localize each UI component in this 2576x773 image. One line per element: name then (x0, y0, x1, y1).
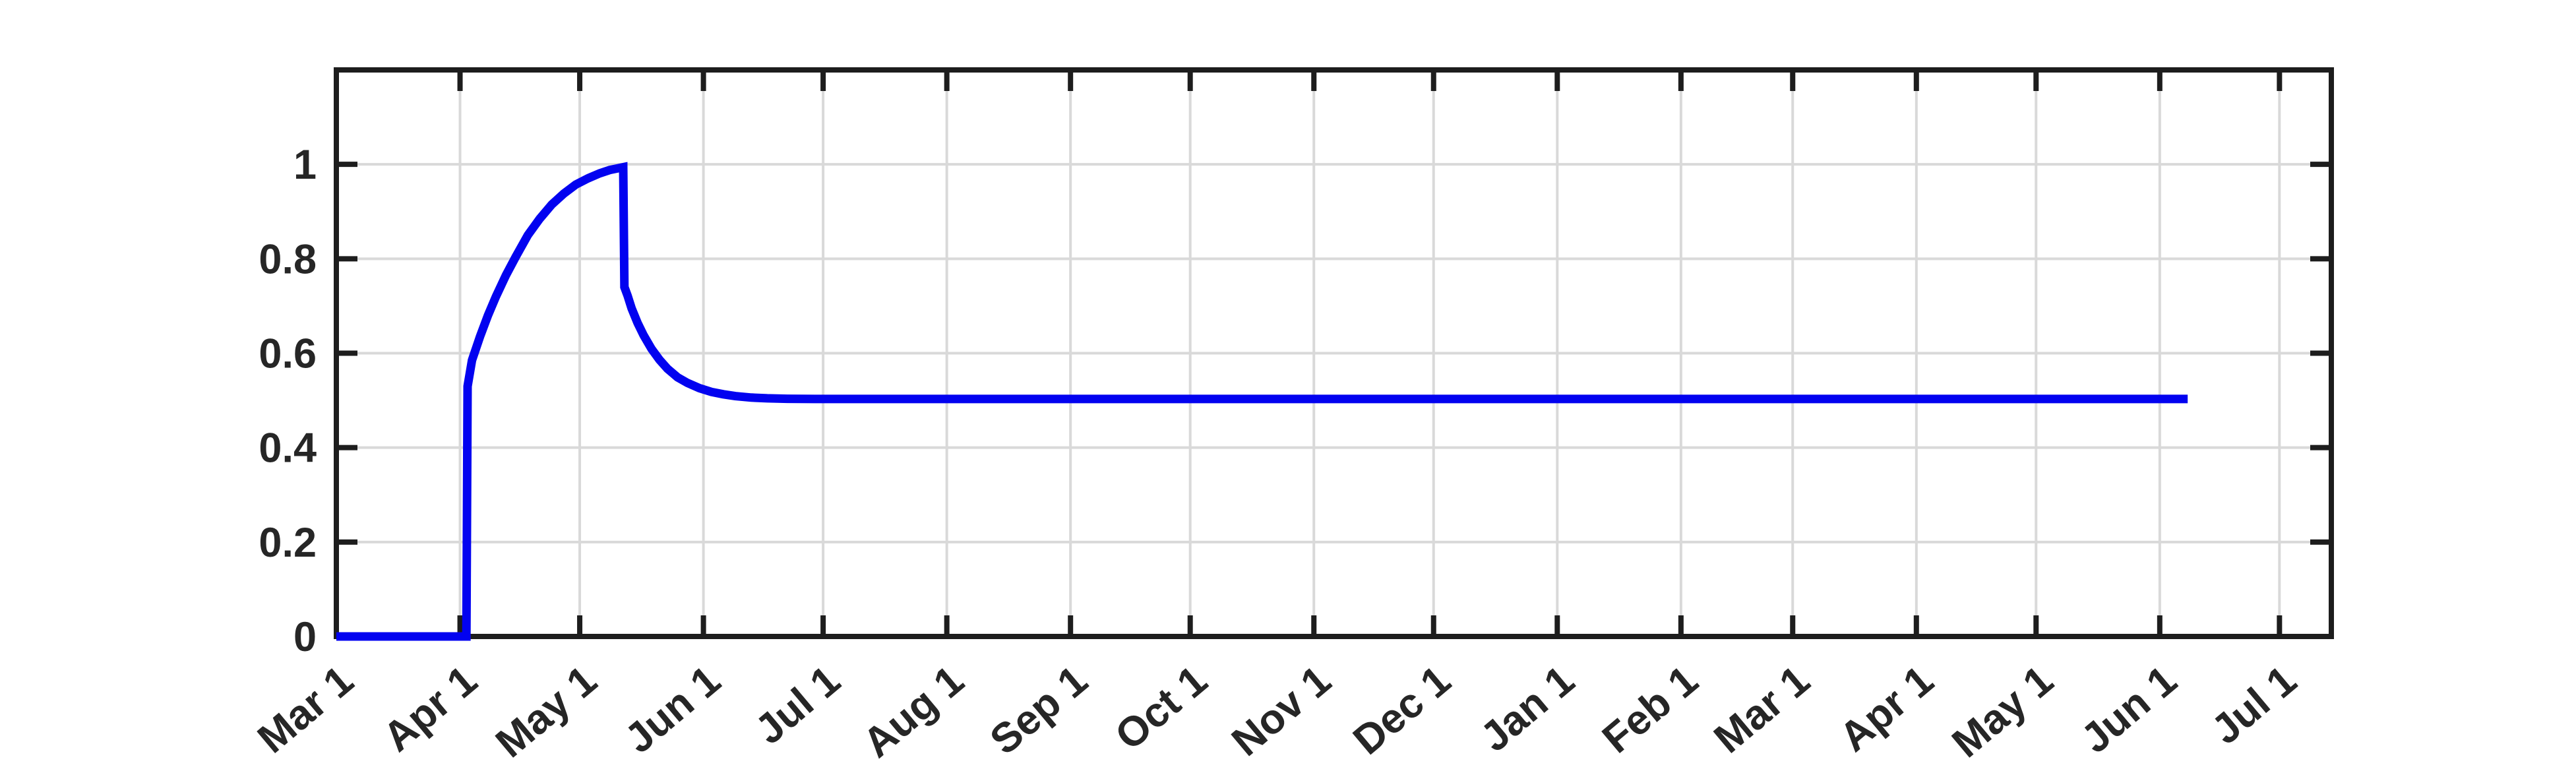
y-tick-label: 0 (293, 614, 317, 660)
y-tick-label: 0.4 (259, 425, 317, 472)
y-tick-label: 1 (293, 142, 317, 188)
axes-box (334, 67, 2334, 639)
series-line (336, 162, 2188, 641)
y-tick-label: 0.8 (259, 236, 317, 282)
y-tick-label: 0.6 (259, 331, 317, 377)
y-tick-label: 0.2 (259, 520, 317, 566)
